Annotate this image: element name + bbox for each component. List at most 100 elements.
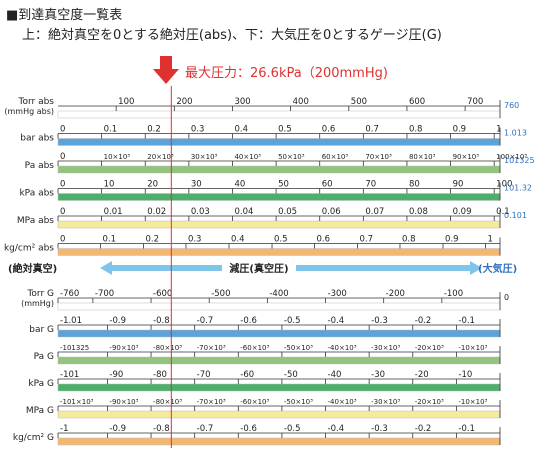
gauge-scale-tick-label: -500 xyxy=(211,289,230,299)
arrow-down-icon xyxy=(153,56,179,84)
direction-label-bg xyxy=(222,260,296,276)
abs-scale-tick-label: 0 xyxy=(60,207,65,217)
abs-scale-tick-label: 0.6 xyxy=(316,235,330,245)
gauge-scale-row-label: Pa G xyxy=(34,352,54,362)
abs-scale-row-label: Torr abs xyxy=(18,97,55,107)
abs-scale-tick-label: 0.08 xyxy=(409,207,428,217)
abs-scale-tick-label: 0.7 xyxy=(360,235,374,245)
gauge-scale-tick-label: -101×10³ xyxy=(60,398,94,406)
abs-scale-tick-label: 1 xyxy=(496,125,501,135)
abs-scale-tick-label: 0.9 xyxy=(445,235,459,245)
gauge-scale-tick-label: -760 xyxy=(60,289,79,299)
gauge-scale-tick-label: -0.3 xyxy=(371,424,388,434)
abs-scale-tick-label: 50×10³ xyxy=(278,153,305,161)
abs-scale-tick-label: 40×10³ xyxy=(234,153,261,161)
gauge-scale-band xyxy=(57,410,501,419)
gauge-scale-row-label: kg/cm² G xyxy=(13,433,54,443)
abs-scale-tick-label: 0.7 xyxy=(365,125,379,135)
abs-scale-row-label: bar abs xyxy=(20,134,54,144)
abs-scale-tick-label: 30 xyxy=(191,180,202,190)
abs-scale-tick-label: 0.5 xyxy=(274,235,288,245)
abs-scale-band xyxy=(57,165,501,174)
abs-scale-tick-label: 100×10³ xyxy=(496,153,527,161)
abs-scale-tick-label: 90 xyxy=(453,180,464,190)
abs-scale-tick-label: 0.04 xyxy=(234,207,253,217)
abs-scale-tick-label: 0.4 xyxy=(234,125,248,135)
abs-scale-tick-label: 90×10³ xyxy=(453,153,480,161)
gauge-scale-tick-label: -50×10³ xyxy=(284,344,313,352)
gauge-scale-tick-label: -20 xyxy=(415,370,429,380)
gauge-scale-row-label: MPa G xyxy=(26,406,54,416)
abs-scale-tick-label: 0.06 xyxy=(322,207,341,217)
abs-scale-tick-label: 0 xyxy=(60,125,65,135)
gauge-scale-tick-label: -30×10³ xyxy=(371,344,400,352)
gauge-scale-tick-label: -20×10³ xyxy=(415,398,444,406)
abs-scale-tick-label: 70 xyxy=(365,180,376,190)
abs-scale-tick-label: 700 xyxy=(467,97,483,107)
gauge-scale-tick-label: -50 xyxy=(284,370,298,380)
abs-scale-tick-label: 0.09 xyxy=(453,207,472,217)
gauge-scale-tick-label: -200 xyxy=(386,289,405,299)
gauge-scale-tick-label: -50×10³ xyxy=(284,398,313,406)
abs-scale-tick-label: 0.9 xyxy=(453,125,467,135)
gauge-scale-row-label: Torr G xyxy=(26,289,54,299)
gauge-scale-tick-label: -70 xyxy=(197,370,211,380)
gauge-scale-tick-label: -60 xyxy=(240,370,254,380)
abs-scale-band xyxy=(57,110,501,119)
gauge-scale-tick-label: -0.3 xyxy=(371,316,388,326)
gauge-scale-row-label: (mmHg) xyxy=(21,299,54,308)
abs-scale-tick-label: 60 xyxy=(322,180,333,190)
gauge-scale-tick-label: -0.9 xyxy=(109,316,126,326)
abs-scale-tick-label: 0.2 xyxy=(147,125,161,135)
abs-scale-tick-label: 0.4 xyxy=(231,235,245,245)
page-subtitle: 上：絶対真空を0とする絶対圧(abs)、下：大気圧を0とするゲージ圧(G) xyxy=(22,28,442,43)
abs-scale-band xyxy=(57,248,501,256)
gauge-scale-tick-label: -600 xyxy=(153,289,172,299)
abs-scale-tick-label: 0.8 xyxy=(402,235,416,245)
abs-scale-tick-label: 100 xyxy=(118,97,134,107)
abs-scale-tick-label: 0 xyxy=(60,152,65,162)
gauge-scale-tick-label: -80×10³ xyxy=(153,344,182,352)
abs-scale-tick-label: 80×10³ xyxy=(409,153,436,161)
abs-scale-tick-label: 30×10³ xyxy=(191,153,218,161)
abs-scale-tick-label: 400 xyxy=(293,97,309,107)
gauge-scale-tick-label: -0.8 xyxy=(153,316,170,326)
abs-scale-tick-label: 0.07 xyxy=(365,207,384,217)
abs-scale-tick-label: 70×10³ xyxy=(365,153,392,161)
abs-scale-end-label: 1.013 xyxy=(504,129,527,138)
gauge-scale-tick-label: -20×10³ xyxy=(415,344,444,352)
abs-scale-end-label: 101.32 xyxy=(504,184,532,193)
gauge-scale-tick-label: -10 xyxy=(458,370,472,380)
gauge-scale-tick-label: -90×10³ xyxy=(109,344,138,352)
max-pressure-label: 最大圧力：26.6kPa（200mmHg) xyxy=(185,66,388,81)
abs-scale-tick-label: 0.8 xyxy=(409,125,423,135)
gauge-scale-tick-label: -30 xyxy=(371,370,385,380)
abs-scale-tick-label: 0 xyxy=(60,235,65,245)
abs-scale-end-label: 101325 xyxy=(504,156,535,165)
abs-scale-tick-label: 0.6 xyxy=(322,125,336,135)
abs-scale-tick-label: 20×10³ xyxy=(147,153,174,161)
gauge-scale-tick-label: -0.6 xyxy=(240,424,257,434)
decompression-label: 減圧(真空圧) xyxy=(229,262,288,275)
gauge-scale-band xyxy=(57,437,501,446)
gauge-scale-tick-label: -700 xyxy=(95,289,114,299)
abs-scale-tick-label: 0.3 xyxy=(191,125,205,135)
gauge-scale-tick-label: -30×10³ xyxy=(371,398,400,406)
absolute-vacuum-label: (絶対真空) xyxy=(8,262,57,275)
gauge-scale-tick-label: -70×10³ xyxy=(197,398,226,406)
abs-scale-tick-label: 0.1 xyxy=(496,207,510,217)
abs-scale-end-label: 0.101 xyxy=(504,211,527,220)
abs-scale-row-label: Pa abs xyxy=(25,161,55,171)
abs-scale-tick-label: 0.1 xyxy=(102,235,116,245)
abs-scale-tick-label: 50 xyxy=(278,180,289,190)
abs-scale-row-label: kPa abs xyxy=(19,189,54,199)
gauge-scale-row-label: kPa G xyxy=(28,379,54,389)
abs-scale-row-label: MPa abs xyxy=(17,216,54,226)
gauge-scale-tick-label: -40 xyxy=(328,370,342,380)
abs-scale-tick-label: 200 xyxy=(176,97,192,107)
gauge-scale-tick-label: -0.4 xyxy=(328,424,345,434)
gauge-scale-tick-label: -0.1 xyxy=(458,316,475,326)
gauge-scale-tick-label: -1.01 xyxy=(60,316,82,326)
gauge-scale-tick-label: -0.7 xyxy=(197,424,214,434)
